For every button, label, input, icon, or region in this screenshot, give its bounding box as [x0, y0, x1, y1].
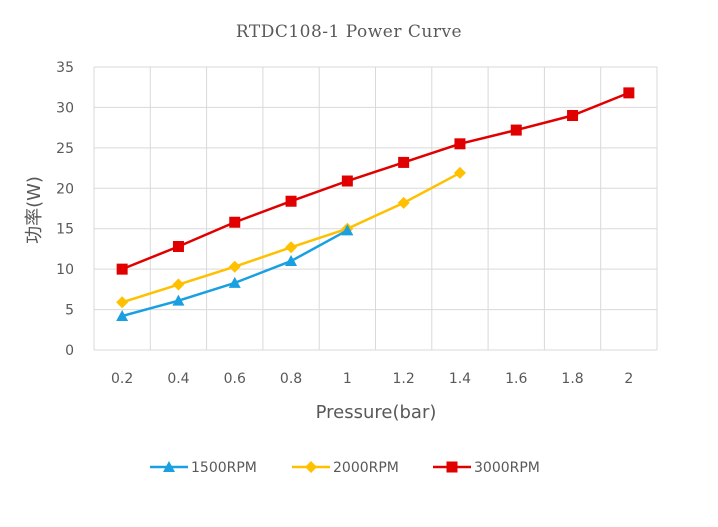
data-point	[172, 294, 185, 306]
data-point	[567, 110, 579, 122]
y-tick-label: 35	[56, 60, 74, 76]
x-tick-label: 1.6	[505, 371, 527, 387]
data-point	[623, 87, 635, 99]
data-point	[285, 195, 297, 207]
series-line	[121, 229, 348, 318]
series-group	[116, 87, 635, 322]
x-tick-label: 1.4	[449, 371, 471, 387]
data-point	[341, 175, 353, 187]
x-axis-ticks: 0.2 0.4 0.6 0.8 1 1.2 1.4 1.6 1.8 2	[111, 371, 633, 387]
y-axis-label: 功率(W)	[24, 176, 45, 244]
data-point	[341, 224, 354, 236]
x-tick-label: 1.8	[561, 371, 583, 387]
legend-label: 3000RPM	[474, 460, 540, 476]
data-point	[397, 196, 410, 209]
legend-label: 2000RPM	[333, 460, 399, 476]
x-axis-label: Pressure(bar)	[316, 402, 437, 423]
grid-lines	[93, 66, 658, 351]
x-tick-label: 1.2	[393, 371, 415, 387]
data-point	[172, 278, 185, 291]
y-tick-label: 25	[56, 141, 74, 157]
data-point	[398, 156, 410, 168]
legend-marker	[446, 461, 458, 473]
x-tick-label: 2	[624, 371, 633, 387]
data-point	[116, 296, 129, 309]
data-point	[453, 166, 466, 179]
y-tick-label: 30	[56, 100, 74, 116]
legend-item: 3000RPM	[433, 460, 540, 476]
legend: 1500RPM 2000RPM 3000RPM	[150, 460, 540, 476]
y-axis-ticks: 0 5 10 15 20 25 30 35	[56, 60, 74, 359]
data-point	[285, 255, 298, 267]
legend-marker	[163, 461, 175, 472]
y-tick-label: 10	[56, 262, 74, 278]
data-point	[116, 263, 128, 275]
y-tick-label: 0	[65, 343, 74, 359]
series-line	[121, 171, 461, 304]
y-tick-label: 5	[65, 303, 74, 319]
x-tick-label: 1	[343, 371, 352, 387]
series-3000RPM	[116, 87, 635, 275]
x-tick-label: 0.4	[167, 371, 189, 387]
data-point	[285, 241, 298, 254]
y-tick-label: 20	[56, 181, 74, 197]
legend-item: 2000RPM	[292, 460, 399, 476]
data-point	[228, 276, 241, 288]
x-tick-label: 0.8	[280, 371, 302, 387]
x-tick-label: 0.2	[111, 371, 133, 387]
data-point	[229, 216, 241, 228]
legend-label: 1500RPM	[191, 460, 257, 476]
legend-item: 1500RPM	[150, 460, 257, 476]
data-point	[172, 241, 184, 253]
chart-title: RTDC108-1 Power Curve	[236, 22, 462, 42]
series-line	[121, 91, 630, 271]
legend-marker	[305, 461, 317, 473]
x-tick-label: 0.6	[224, 371, 246, 387]
series-2000RPM	[116, 166, 466, 309]
data-point	[454, 138, 466, 150]
series-1500RPM	[116, 224, 354, 322]
data-point	[228, 260, 241, 273]
data-point	[510, 124, 522, 136]
data-point	[116, 310, 129, 322]
y-tick-label: 15	[56, 222, 74, 238]
